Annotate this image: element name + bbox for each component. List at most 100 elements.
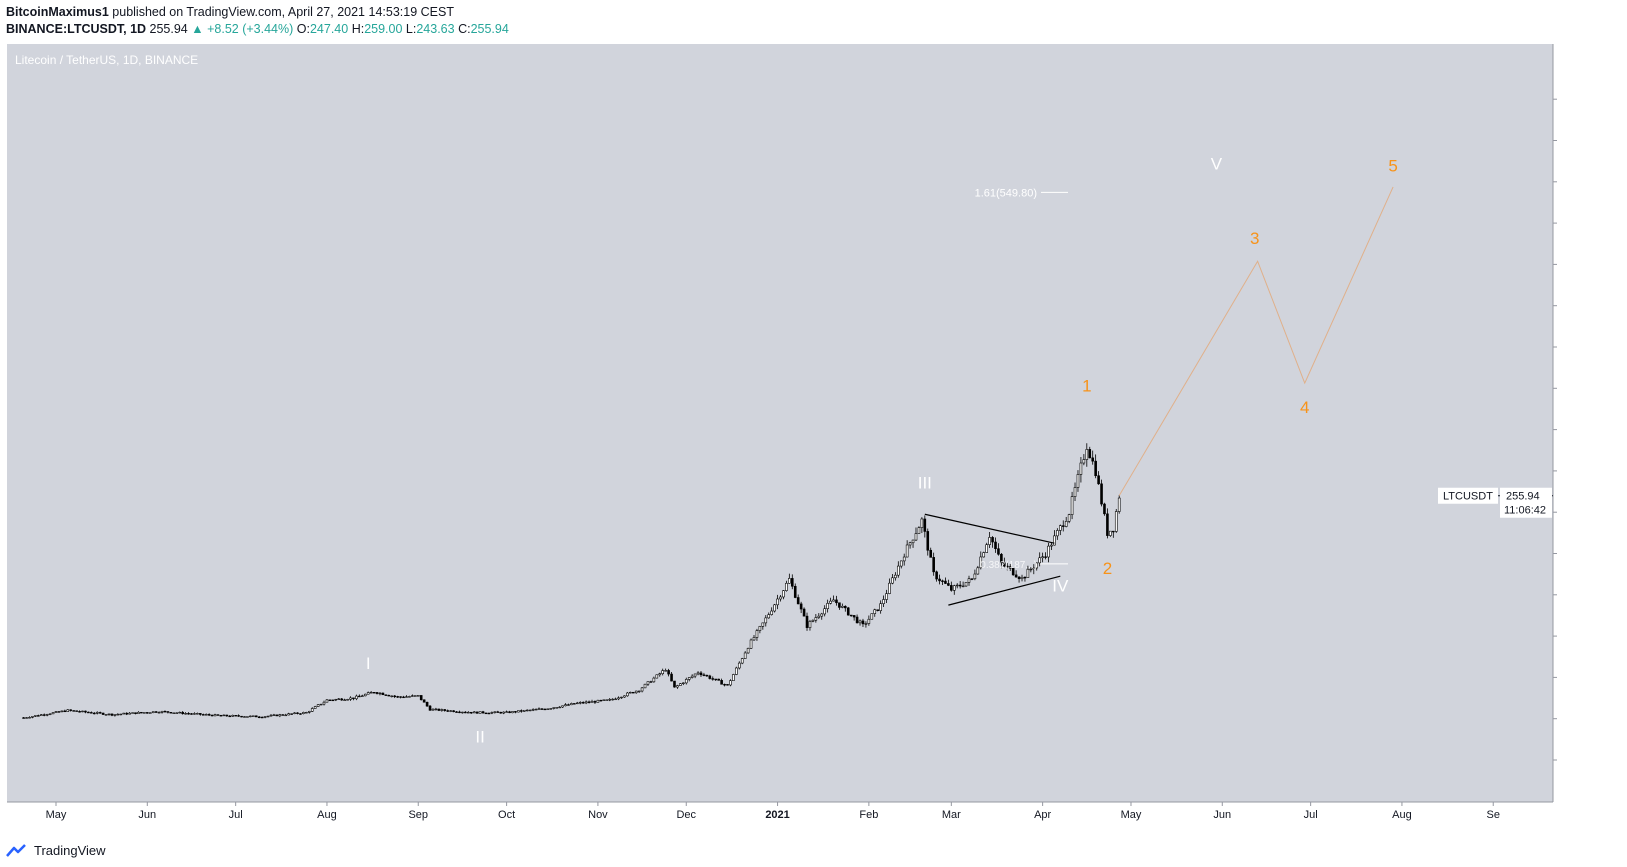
candle-up xyxy=(434,708,438,711)
candle-down xyxy=(496,711,500,713)
candle-up xyxy=(611,698,614,701)
candle-up xyxy=(213,714,217,717)
candle-down xyxy=(387,694,391,697)
candle-up xyxy=(623,695,626,698)
fib-low-label: 0.382(187...) xyxy=(980,560,1037,571)
candle-down xyxy=(799,603,803,610)
current-price-box xyxy=(1500,487,1552,518)
candle-down xyxy=(944,580,947,584)
candle-up xyxy=(785,582,788,591)
wave-label: 1 xyxy=(1082,376,1091,395)
bar-countdown-label: 11:06:42 xyxy=(1504,505,1546,517)
time-tick-label: Oct xyxy=(498,809,515,821)
triangle-upper-line xyxy=(924,513,1055,544)
candle-up xyxy=(511,711,514,714)
candle-up xyxy=(263,716,267,718)
candle-down xyxy=(381,692,385,696)
candle-down xyxy=(166,711,170,713)
candle-down xyxy=(358,695,361,698)
candle-up xyxy=(449,710,452,712)
candle-down xyxy=(649,681,653,683)
candle-up xyxy=(867,618,871,624)
candle-up xyxy=(143,712,146,714)
candle-down xyxy=(63,710,67,713)
time-tick-label: Sep xyxy=(408,809,428,821)
candle-up xyxy=(355,695,358,700)
symbol-tag-box xyxy=(1438,487,1498,504)
candle-up xyxy=(305,712,308,714)
candle-up xyxy=(28,717,31,719)
candle-down xyxy=(219,715,223,717)
candle-down xyxy=(201,714,205,716)
candle-up xyxy=(107,713,111,716)
plot-area[interactable] xyxy=(7,44,1553,802)
time-tick-label: Dec xyxy=(676,809,696,821)
candle-up xyxy=(743,652,747,659)
candle-down xyxy=(210,714,214,717)
candle-up xyxy=(196,713,199,715)
candle-up xyxy=(740,658,744,664)
candle-down xyxy=(540,708,544,710)
candle-down xyxy=(163,710,167,713)
candle-up xyxy=(811,619,815,622)
candle-down xyxy=(190,713,193,715)
candle-down xyxy=(876,609,880,611)
candle-up xyxy=(634,690,638,694)
candle-down xyxy=(838,602,841,608)
candle-up xyxy=(891,577,894,584)
low-label: L: xyxy=(405,22,417,36)
candle-up xyxy=(899,560,903,567)
candle-down xyxy=(428,705,432,711)
candle-down xyxy=(375,692,379,694)
close-value: 255.94 xyxy=(470,22,509,36)
time-tick-label: Aug xyxy=(317,809,337,821)
candle-up xyxy=(31,716,34,718)
candle-up xyxy=(911,539,915,544)
candle-up xyxy=(982,552,986,558)
candle-down xyxy=(1112,530,1115,533)
candle-up xyxy=(776,598,779,606)
candle-up xyxy=(814,617,818,621)
candle-down xyxy=(796,597,800,605)
candle-up xyxy=(788,578,791,584)
publish-info: published on TradingView.com, April 27, … xyxy=(112,5,454,19)
candle-up xyxy=(637,690,641,693)
candle-down xyxy=(225,714,229,717)
candle-down xyxy=(455,711,458,713)
candle-down xyxy=(1017,576,1021,580)
price-tick-label: 480.00 xyxy=(1560,259,1594,271)
candle-down xyxy=(514,711,517,713)
candle-up xyxy=(605,699,609,701)
price-tick-label: 280.00 xyxy=(1560,466,1594,478)
candle-up xyxy=(752,637,756,641)
candle-up xyxy=(293,712,296,715)
time-axis[interactable]: May Jun Jul Aug Sep Oct Nov Dec 2021 Feb Mar Apr May… xyxy=(46,802,1500,821)
candle-up xyxy=(34,715,37,717)
candle-up xyxy=(493,711,497,713)
candle-up xyxy=(555,707,558,709)
candle-up xyxy=(1109,530,1112,536)
candle-up xyxy=(917,527,921,534)
time-tick-label: Jul xyxy=(1304,809,1318,821)
price-axis[interactable]: 640.00 600.00 560.00 520.00 480.00 440.00 400.… xyxy=(1553,94,1594,767)
candle-down xyxy=(299,713,302,715)
candle-down xyxy=(711,678,715,680)
tradingview-logo-icon[interactable] xyxy=(6,843,30,858)
candle-up xyxy=(411,695,414,697)
candle-up xyxy=(735,667,738,675)
candle-up xyxy=(272,714,276,716)
wave-label: V xyxy=(1211,154,1223,173)
candle-down xyxy=(481,711,485,714)
candle-up xyxy=(1032,567,1036,570)
candle-up xyxy=(269,714,273,717)
candle-up xyxy=(758,626,762,631)
author-name[interactable]: BitcoinMaximus1 xyxy=(6,5,109,19)
wave-label: 3 xyxy=(1250,229,1259,248)
brand-name[interactable]: TradingView xyxy=(34,843,106,858)
candle-down xyxy=(1011,567,1015,576)
candle-up xyxy=(128,712,131,715)
candle-down xyxy=(146,712,149,714)
current-price-label: 255.94 xyxy=(1506,491,1540,503)
candle-down xyxy=(1094,460,1097,477)
